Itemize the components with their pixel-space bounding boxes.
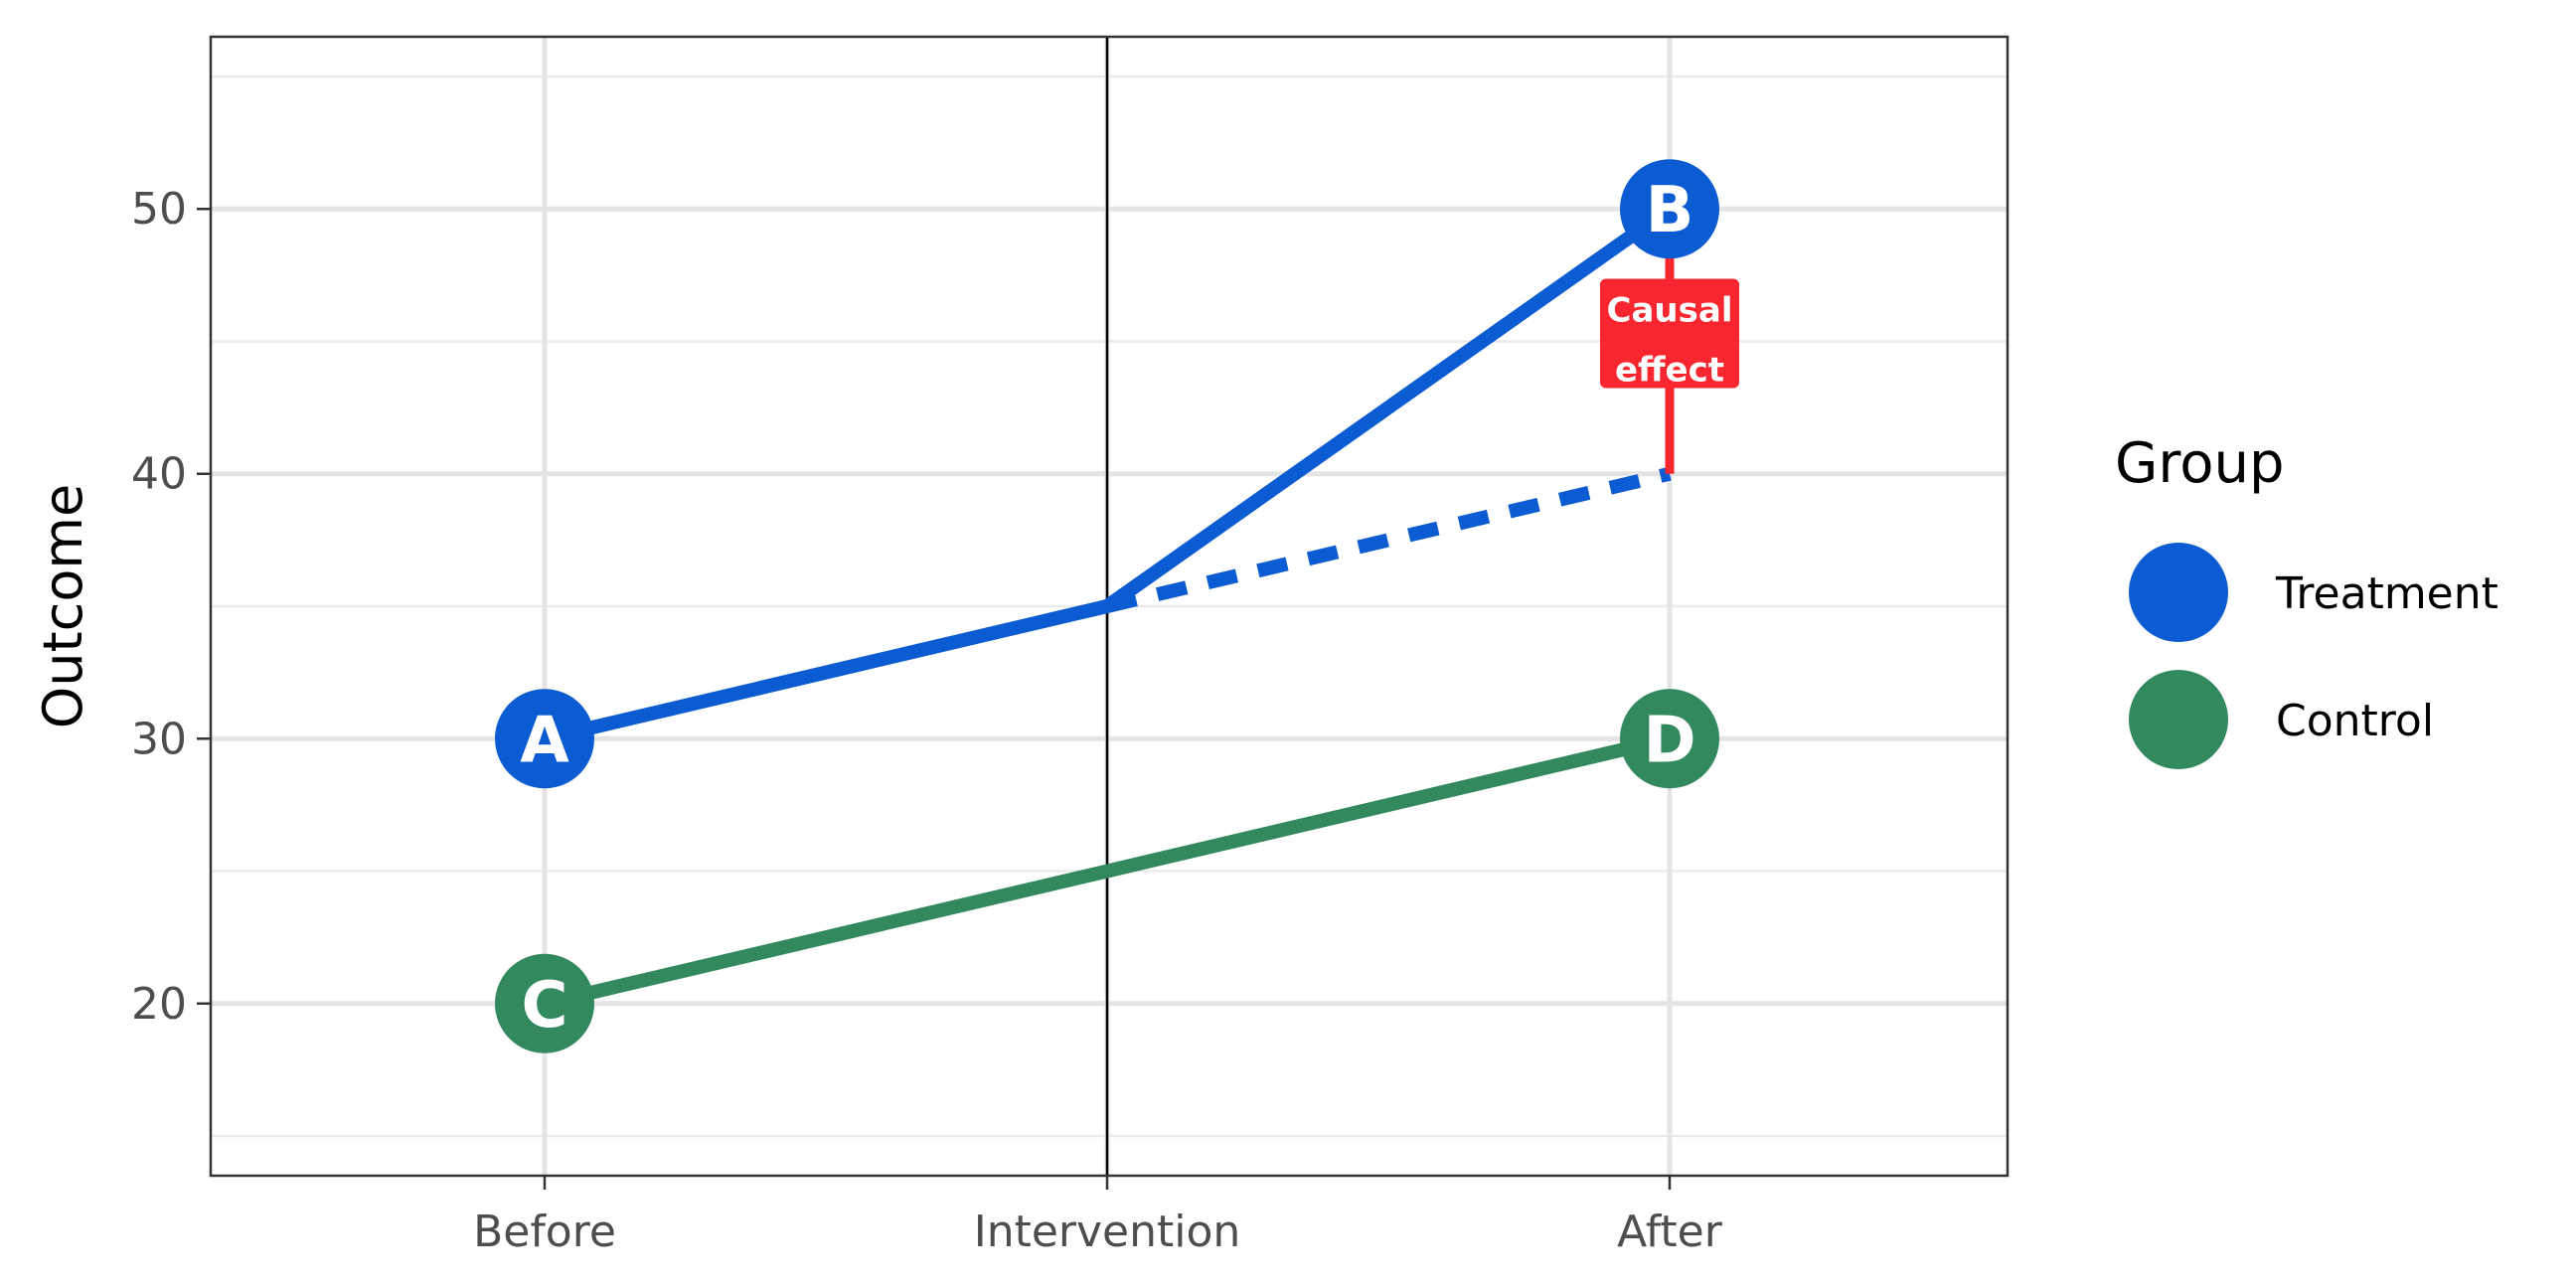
- legend-title: Group: [2115, 431, 2285, 496]
- point-label-c: C: [522, 969, 568, 1043]
- point-label-b: B: [1646, 174, 1694, 247]
- point-marker-b: [1620, 159, 1719, 259]
- x-tick-label: Intervention: [974, 1207, 1241, 1257]
- point-marker-d: [1620, 689, 1719, 789]
- causal-effect-annotation: Causal effect: [1600, 209, 1739, 474]
- axes: 20 30 40 50 Before Intervention After: [131, 184, 1723, 1257]
- y-tick-label: 40: [131, 449, 187, 500]
- y-tick-label: 20: [131, 979, 187, 1030]
- counterfactual-line: [1105, 466, 1672, 613]
- series-line-control: [543, 731, 1672, 1011]
- legend-label-control: Control: [2276, 696, 2434, 746]
- series-points: A B C D: [495, 159, 1719, 1053]
- legend-label-treatment: Treatment: [2275, 568, 2498, 619]
- legend-key-control: [2129, 670, 2228, 769]
- point-label-d: D: [1643, 704, 1695, 777]
- y-tick-label: 30: [131, 714, 187, 764]
- series-line-treatment: [543, 203, 1675, 746]
- causal-effect-label-line: effect: [1615, 350, 1724, 390]
- point-marker-a: [495, 689, 594, 789]
- y-axis-title: Outcome: [32, 484, 94, 728]
- point-label-a: A: [520, 704, 569, 777]
- plot-panel-border: [209, 35, 2010, 1178]
- series-lines: [543, 203, 1675, 1011]
- legend-key-treatment: [2129, 543, 2228, 642]
- causal-effect-label-line: Causal: [1607, 290, 1733, 330]
- legend: Group Treatment Control: [2115, 431, 2498, 769]
- y-tick-label: 50: [131, 184, 187, 235]
- point-marker-c: [495, 953, 594, 1053]
- x-tick-label: After: [1617, 1207, 1723, 1257]
- x-tick-label: Before: [473, 1207, 616, 1257]
- causal-effect-label-box: [1600, 278, 1739, 389]
